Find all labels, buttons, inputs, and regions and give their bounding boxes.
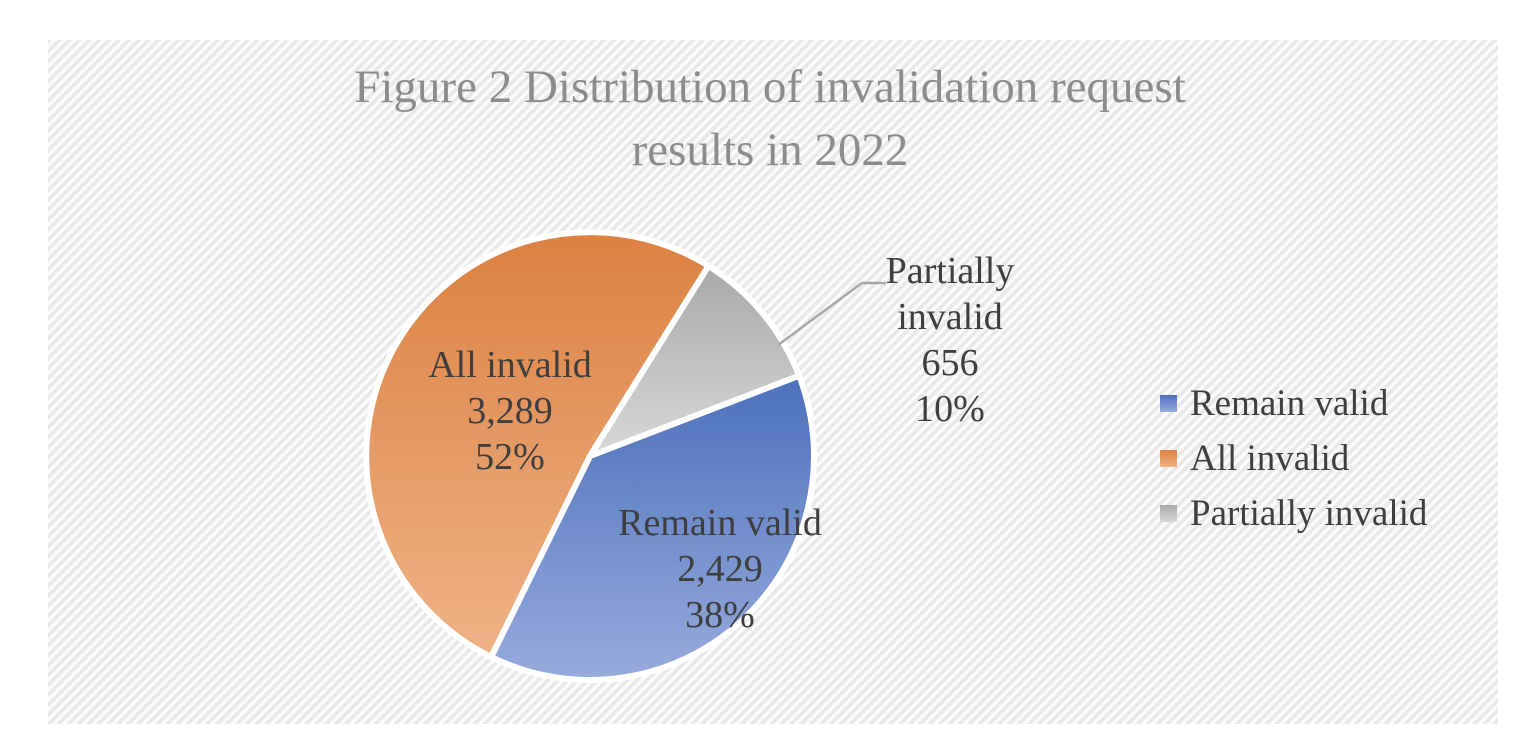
legend-swatch-remain-valid — [1160, 395, 1177, 412]
slice-percent: 52% — [475, 436, 545, 478]
chart-title: Figure 2 Distribution of invalidation re… — [170, 56, 1370, 182]
legend-label: All invalid — [1190, 438, 1350, 479]
chart-title-line1: Figure 2 Distribution of invalidation re… — [354, 61, 1186, 113]
slice-percent: 10% — [915, 388, 985, 430]
data-label-partially-invalid: Partially invalid 656 10% — [848, 248, 1052, 432]
leader-line-partially-invalid — [777, 281, 886, 347]
data-label-all-invalid: All invalid 3,289 52% — [390, 342, 630, 480]
slice-value: 2,429 — [677, 548, 763, 590]
slice-name: Remain valid — [618, 502, 822, 544]
legend-item-remain-valid[interactable]: Remain valid — [1160, 376, 1427, 431]
data-label-remain-valid: Remain valid 2,429 38% — [595, 500, 845, 638]
legend-label: Partially invalid — [1190, 493, 1428, 534]
legend-item-partially-invalid[interactable]: Partially invalid — [1160, 486, 1427, 541]
slice-value: 3,289 — [467, 390, 553, 432]
chart-legend: Remain valid All invalid Partially inval… — [1160, 376, 1427, 541]
pie-slice-partially-invalid[interactable] — [587, 262, 803, 459]
slice-value: 656 — [921, 342, 979, 384]
legend-item-all-invalid[interactable]: All invalid — [1160, 431, 1427, 486]
slice-percent: 38% — [685, 594, 755, 636]
pie-slice-remain-valid[interactable] — [488, 372, 817, 683]
pie-slice-all-invalid[interactable] — [363, 229, 712, 660]
slice-name: All invalid — [428, 344, 592, 386]
legend-swatch-partially-invalid — [1160, 505, 1177, 522]
slice-name: Partially invalid — [885, 250, 1015, 338]
legend-swatch-all-invalid — [1160, 450, 1177, 467]
legend-label: Remain valid — [1190, 383, 1389, 424]
chart-title-line2: results in 2022 — [631, 124, 909, 176]
